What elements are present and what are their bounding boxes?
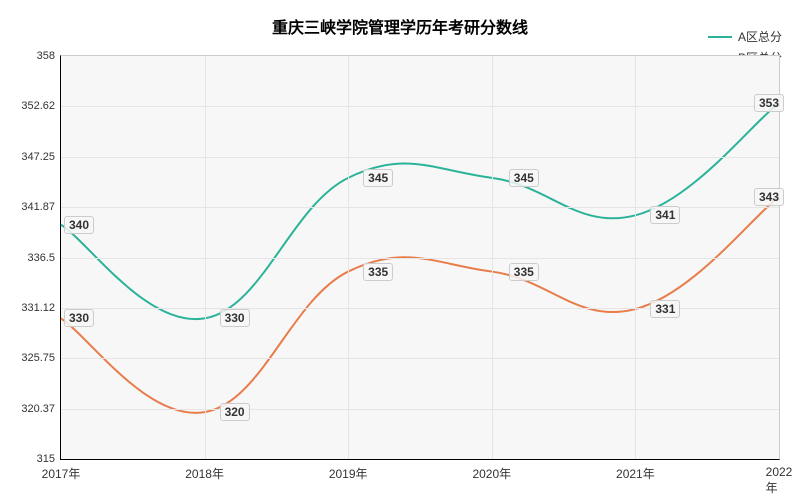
y-tick-label: 331.12 (21, 302, 61, 314)
data-label: 330 (220, 309, 250, 327)
chart-container: 重庆三峡学院管理学历年考研分数线 A区总分 B区总分 315320.37325.… (0, 0, 800, 500)
data-label: 335 (509, 263, 539, 281)
gridline-h (61, 106, 779, 107)
x-tick-label: 2022年 (766, 459, 793, 496)
y-tick-label: 325.75 (21, 352, 61, 364)
x-tick-label: 2017年 (42, 459, 81, 482)
gridline-v (205, 56, 206, 459)
gridline-v (492, 56, 493, 459)
gridline-h (61, 409, 779, 410)
y-tick-label: 352.62 (21, 100, 61, 112)
x-tick-label: 2018年 (185, 459, 224, 482)
data-label: 341 (650, 206, 680, 224)
data-label: 340 (64, 216, 94, 234)
plot-area: 315320.37325.75331.12336.5341.87347.2535… (60, 55, 780, 460)
data-label: 343 (754, 188, 784, 206)
data-label: 335 (363, 263, 393, 281)
gridline-v (348, 56, 349, 459)
legend-swatch-a (708, 36, 732, 38)
gridline-h (61, 157, 779, 158)
gridline-h (61, 358, 779, 359)
legend-label-a: A区总分 (738, 28, 782, 45)
data-label: 345 (363, 169, 393, 187)
gridline-v (635, 56, 636, 459)
y-tick-label: 336.5 (27, 252, 61, 264)
y-tick-label: 358 (37, 50, 61, 62)
data-label: 353 (754, 94, 784, 112)
data-label: 320 (220, 403, 250, 421)
data-label: 330 (64, 309, 94, 327)
data-label: 345 (509, 169, 539, 187)
y-tick-label: 347.25 (21, 151, 61, 163)
chart-title: 重庆三峡学院管理学历年考研分数线 (0, 0, 800, 38)
legend-item-a: A区总分 (708, 28, 782, 45)
x-tick-label: 2021年 (616, 459, 655, 482)
x-tick-label: 2019年 (329, 459, 368, 482)
y-tick-label: 320.37 (21, 403, 61, 415)
data-label: 331 (650, 300, 680, 318)
gridline-h (61, 258, 779, 259)
x-tick-label: 2020年 (472, 459, 511, 482)
y-tick-label: 341.87 (21, 201, 61, 213)
